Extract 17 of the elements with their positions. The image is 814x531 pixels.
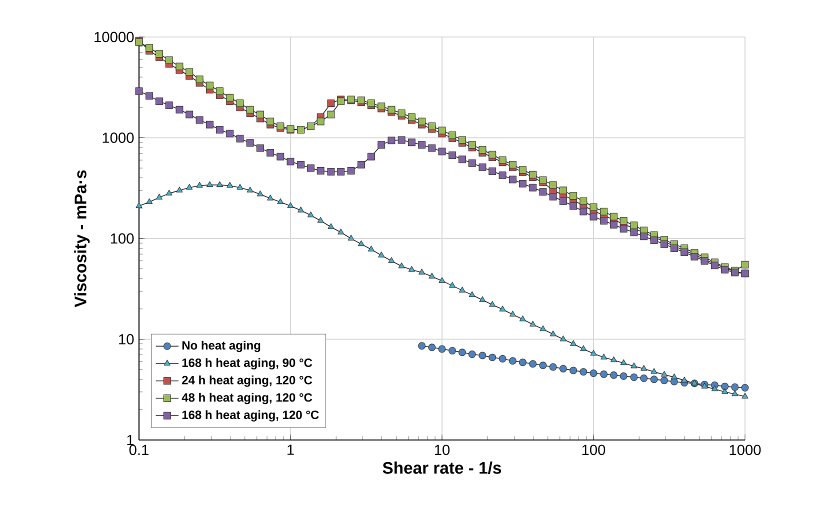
y-axis-title: Viscosity - mPa·s: [74, 170, 90, 308]
legend-label: 168 h heat aging, 90 °C: [182, 358, 312, 370]
legend-label: 168 h heat aging, 120 °C: [182, 410, 319, 422]
x-tick-label: 1000: [730, 444, 761, 456]
y-tick-label: 100: [110, 233, 134, 244]
x-axis-title: Shear rate - 1/s: [382, 462, 502, 474]
y-tick-label: 1: [127, 434, 134, 446]
legend-label: 24 h heat aging, 120 °C: [182, 376, 312, 387]
x-tick-label: 1: [288, 444, 294, 455]
legend-label: No heat aging: [182, 340, 260, 352]
x-tick-label: 0.1: [129, 444, 148, 456]
y-tick-label: 10000: [94, 32, 134, 42]
y-tick-label: 1000: [102, 132, 134, 143]
legend-label: 48 h heat aging, 120 °C: [182, 392, 312, 404]
y-tick-label: 10: [119, 334, 134, 344]
x-tick-label: 10: [434, 444, 450, 456]
x-tick-label: 100: [582, 444, 606, 456]
